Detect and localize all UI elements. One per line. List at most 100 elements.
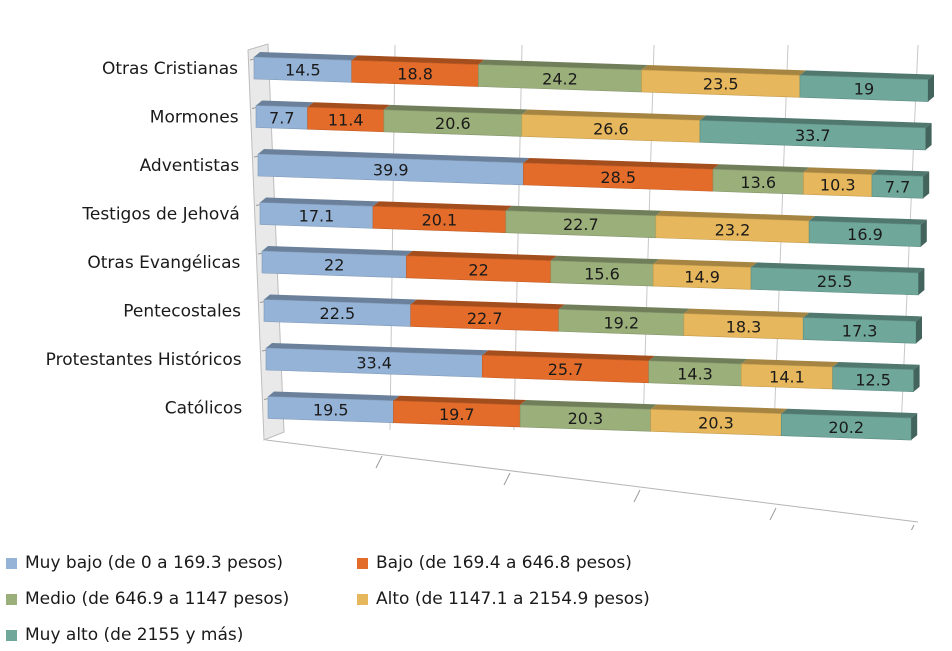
bar-segment-adventistas-2-top: [712, 164, 810, 173]
bar-segment-otras-evangelicas-0-top: [262, 246, 413, 256]
bar-segment-mormones-2-top: [383, 104, 528, 115]
bar-segment-otras-evangelicas-4-end: [918, 268, 925, 295]
category-label-catolicos: Católicos: [165, 399, 243, 419]
bar-segment-protestantes-historicos-0-top: [266, 343, 489, 356]
bar-segment-testigos-de-jehova-4-top: [809, 215, 927, 225]
data-label-pentecostales-2: 19.2: [603, 313, 639, 332]
bar-segment-testigos-de-jehova-1-top: [372, 201, 512, 211]
bar-segment-adventistas-4-end: [923, 171, 930, 199]
data-label-catolicos-0: 19.5: [313, 401, 349, 420]
bar-segment-otras-cristianas-2-top: [478, 59, 648, 70]
bar-segment-otras-evangelicas-3: 14.9: [652, 259, 758, 290]
data-label-pentecostales-3: 18.3: [726, 318, 762, 337]
legend-label-alto: Alto (de 1147.1 a 2154.9 pesos): [376, 589, 650, 609]
bar-segment-pentecostales-0-top: [264, 294, 417, 305]
bar-segment-pentecostales-1: 22.7: [410, 299, 565, 332]
bar-segment-catolicos-4: 20.2: [780, 408, 918, 441]
bar-segment-otras-cristianas-3-top: [641, 65, 806, 76]
legend-item-alto: Alto (de 1147.1 a 2154.9 pesos): [357, 589, 650, 609]
bar-segment-adventistas-1: 28.5: [523, 157, 719, 192]
bar-segment-otras-evangelicas-2: 15.6: [550, 255, 660, 287]
data-label-adventistas-4: 7.7: [885, 177, 910, 196]
bar-row-adventistas: 39.9 28.5 13.6 10.3 7.7: [257, 149, 930, 199]
bar-segment-otras-evangelicas-2-top: [550, 255, 660, 265]
legend-label-muy-alto: Muy alto (de 2155 y más): [25, 625, 244, 645]
bar-segment-protestantes-historicos-3: 14.1: [741, 358, 839, 390]
data-label-otras-cristianas-2: 24.2: [542, 69, 578, 88]
data-label-adventistas-1: 28.5: [600, 168, 636, 187]
bar-segment-otras-cristianas-3: 23.5: [641, 65, 806, 98]
bar-segment-testigos-de-jehova-0: 17.1: [259, 197, 379, 229]
category-label-otras-cristianas: Otras Cristianas: [102, 59, 238, 79]
bar-row-pentecostales: 22.5 22.7 19.2 18.3 17.3: [263, 294, 922, 344]
bar-segment-otras-cristianas-2: 24.2: [478, 59, 648, 93]
data-label-testigos-de-jehova-2: 22.7: [563, 215, 599, 234]
legend-item-bajo: Bajo (de 169.4 a 646.8 pesos): [357, 553, 632, 573]
bar-segment-otras-cristianas-4-top: [799, 70, 934, 80]
bar-segment-otras-evangelicas-4-top: [751, 262, 925, 273]
category-label-protestantes-historicos: Protestantes Históricos: [46, 350, 242, 370]
bar-segment-mormones-0: 7.7: [255, 100, 314, 130]
data-label-protestantes-historicos-0: 33.4: [356, 354, 392, 373]
bar-segment-pentecostales-1-top: [410, 299, 565, 310]
bar-segment-testigos-de-jehova-1: 20.1: [372, 201, 512, 234]
floor-tick: [769, 507, 777, 521]
bar-row-otras-evangelicas: 22 22 15.6 14.9 25.5: [261, 246, 925, 296]
bar-segment-catolicos-4-top: [781, 408, 918, 419]
bar-segment-catolicos-3: 20.3: [650, 404, 788, 437]
bar-segment-testigos-de-jehova-3: 23.2: [655, 210, 816, 244]
bar-segment-mormones-4-end: [925, 122, 932, 150]
legend-label-muy-bajo: Muy bajo (de 0 a 169.3 pesos): [25, 553, 284, 573]
bar-segment-otras-cristianas-0-top: [254, 52, 358, 61]
bar-segment-protestantes-historicos-4-top: [832, 362, 920, 370]
category-label-adventistas: Adventistas: [140, 156, 240, 176]
legend-swatch-bajo: [357, 557, 368, 569]
data-label-adventistas-0: 39.9: [373, 160, 409, 179]
bar-segment-catolicos-0: 19.5: [267, 391, 400, 424]
bar-segment-protestantes-historicos-2: 14.3: [648, 355, 748, 387]
data-label-adventistas-3: 10.3: [820, 175, 856, 194]
legend-swatch-muy-alto: [6, 629, 17, 641]
bar-segment-otras-evangelicas-1: 22: [406, 250, 557, 283]
bar-segment-pentecostales-4-end: [916, 316, 922, 344]
data-label-catolicos-3: 20.3: [698, 414, 734, 433]
bar-segment-mormones-4: 33.7: [699, 115, 932, 151]
legend-item-muy-alto: Muy alto (de 2155 y más): [6, 625, 243, 645]
bar-segment-adventistas-0-top: [258, 149, 530, 163]
bar-segment-pentecostales-0: 22.5: [263, 294, 417, 327]
data-label-testigos-de-jehova-1: 20.1: [422, 211, 458, 230]
legend-item-muy-bajo: Muy bajo (de 0 a 169.3 pesos): [6, 553, 283, 573]
bar-segment-adventistas-0: 39.9: [257, 149, 530, 186]
data-label-testigos-de-jehova-3: 23.2: [715, 220, 751, 239]
bar-segment-catolicos-1: 19.7: [393, 395, 527, 428]
bar-segment-protestantes-historicos-1: 25.7: [481, 350, 655, 384]
category-labels: Otras Cristianas Mormones Adventistas Testi…: [46, 59, 243, 419]
bar-segment-mormones-3-top: [521, 109, 706, 121]
bar-segment-otras-evangelicas-4: 25.5: [750, 262, 925, 296]
data-label-testigos-de-jehova-4: 16.9: [847, 225, 883, 244]
bar-segment-mormones-2: 20.6: [383, 104, 528, 137]
data-label-protestantes-historicos-4: 12.5: [855, 370, 891, 389]
bar-segment-testigos-de-jehova-2-top: [505, 205, 662, 216]
data-label-mormones-0: 7.7: [269, 108, 294, 127]
bar-segment-mormones-0-top: [256, 100, 314, 108]
bar-segment-testigos-de-jehova-4-end: [920, 219, 927, 247]
data-label-pentecostales-0: 22.5: [320, 304, 356, 323]
bar-segment-catolicos-0-top: [268, 391, 400, 401]
wall-panel: [247, 43, 285, 441]
data-label-mormones-4: 33.7: [795, 126, 831, 145]
bar-segment-pentecostales-3-top: [683, 308, 810, 318]
bar-segment-mormones-4-top: [699, 115, 932, 128]
data-label-otras-cristianas-1: 18.8: [397, 64, 433, 83]
floor-tick: [375, 455, 383, 469]
bar-segment-adventistas-4-top: [871, 169, 930, 177]
data-label-testigos-de-jehova-0: 17.1: [299, 206, 335, 225]
data-label-pentecostales-4: 17.3: [842, 321, 878, 340]
bar-row-testigos-de-jehova: 17.1 20.1 22.7 23.2 16.9: [259, 197, 927, 247]
data-label-otras-evangelicas-0: 22: [324, 255, 344, 274]
bar-segment-adventistas-4: 7.7: [871, 169, 930, 199]
bar-segment-testigos-de-jehova-3-top: [655, 210, 816, 221]
bar-segment-otras-cristianas-4-end: [928, 74, 934, 102]
bars: 14.5 18.8 24.2 23.5 19 7.7 11.4 20.6 26.6 33.7 39.…: [253, 52, 934, 441]
bar-segment-protestantes-historicos-2-top: [648, 355, 748, 364]
